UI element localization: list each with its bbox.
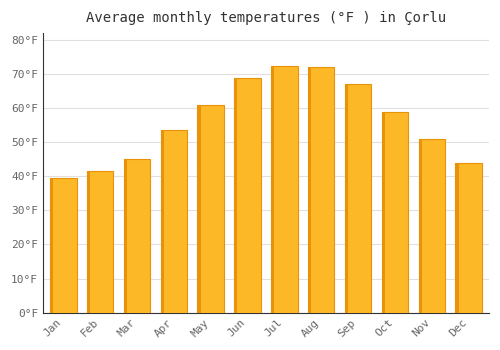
Bar <box>456 163 482 313</box>
Bar <box>345 84 348 313</box>
Bar <box>87 171 90 313</box>
Bar <box>87 171 114 313</box>
Bar <box>198 105 200 313</box>
Bar <box>198 105 224 313</box>
Bar <box>124 159 150 313</box>
Bar <box>160 130 187 313</box>
Bar <box>308 67 311 313</box>
Bar <box>382 112 385 313</box>
Bar <box>234 77 237 313</box>
Bar <box>382 112 408 313</box>
Bar <box>160 130 164 313</box>
Bar <box>124 159 127 313</box>
Bar <box>50 178 76 313</box>
Bar <box>418 139 445 313</box>
Bar <box>418 139 422 313</box>
Bar <box>234 77 261 313</box>
Bar <box>271 65 297 313</box>
Bar <box>271 65 274 313</box>
Bar <box>50 178 53 313</box>
Title: Average monthly temperatures (°F ) in Çorlu: Average monthly temperatures (°F ) in Ço… <box>86 11 446 25</box>
Bar <box>308 67 334 313</box>
Bar <box>456 163 458 313</box>
Bar <box>345 84 372 313</box>
